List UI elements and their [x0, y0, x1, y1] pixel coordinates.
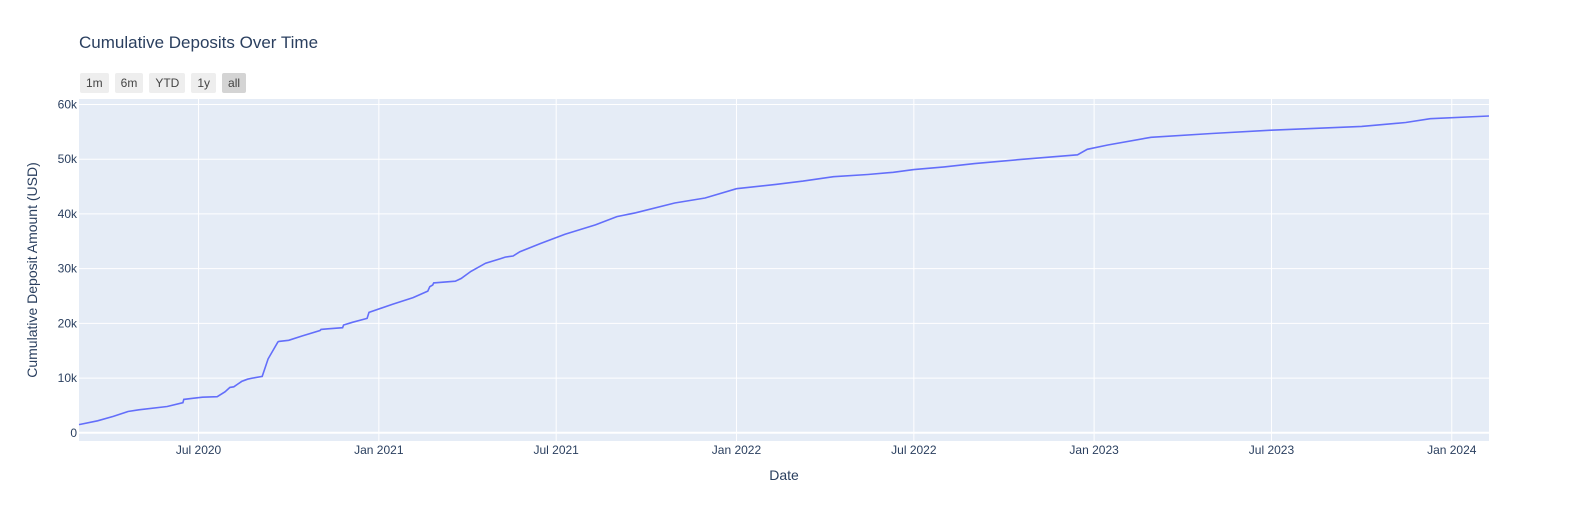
plot-area[interactable] — [79, 99, 1489, 441]
x-tick-label: Jul 2023 — [1249, 443, 1295, 457]
x-tick-label: Jan 2023 — [1069, 443, 1119, 457]
y-tick-label: 0 — [70, 426, 77, 440]
range-button-ytd[interactable]: YTD — [149, 73, 186, 93]
range-selector: 1m 6m YTD 1y all — [80, 73, 247, 93]
y-tick-label: 40k — [58, 207, 78, 221]
y-tick-label: 60k — [58, 97, 78, 111]
range-button-1m[interactable]: 1m — [80, 73, 109, 93]
series-line[interactable] — [78, 115, 1490, 426]
gridlines — [79, 99, 1489, 441]
y-tick-label: 50k — [58, 152, 78, 166]
y-tick-label: 30k — [58, 262, 78, 276]
x-axis-ticks: Jul 2020 Jan 2021 Jul 2021 Jan 2022 Jul 2022… — [176, 443, 1477, 457]
y-tick-label: 20k — [58, 316, 78, 330]
range-button-all[interactable]: all — [222, 73, 247, 93]
chart-title: Cumulative Deposits Over Time — [79, 33, 319, 52]
y-axis-ticks: 0 10k 20k 30k 40k 50k 60k — [58, 97, 78, 439]
x-tick-label: Jan 2024 — [1427, 443, 1477, 457]
x-tick-label: Jan 2021 — [354, 443, 404, 457]
x-tick-label: Jul 2020 — [176, 443, 222, 457]
x-tick-label: Jul 2022 — [891, 443, 937, 457]
range-button-6m[interactable]: 6m — [114, 73, 144, 93]
y-tick-label: 10k — [58, 371, 78, 385]
range-button-1y[interactable]: 1y — [191, 73, 217, 93]
x-tick-label: Jan 2022 — [712, 443, 762, 457]
x-tick-label: Jul 2021 — [533, 443, 579, 457]
x-axis-label: Date — [769, 467, 799, 483]
y-axis-label: Cumulative Deposit Amount (USD) — [24, 162, 40, 378]
